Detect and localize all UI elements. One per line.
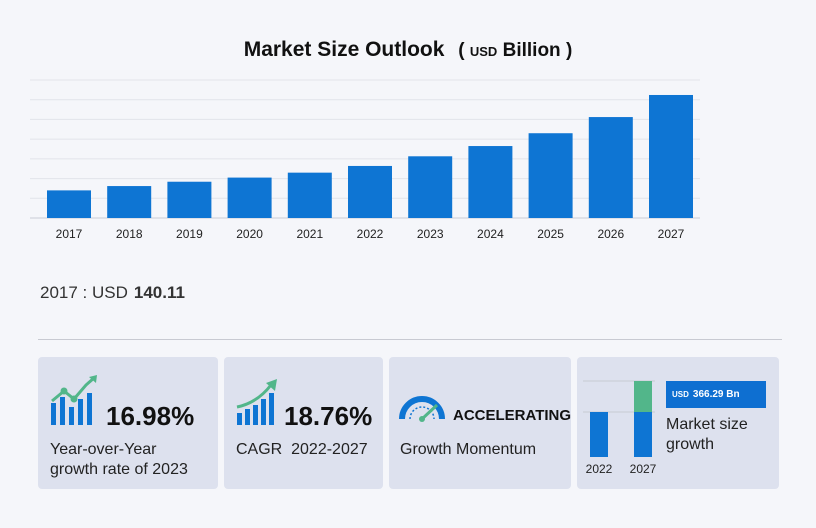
yoy-value: 16.98% [106, 401, 195, 431]
x-tick-2023: 2023 [417, 227, 444, 241]
x-tick-2024: 2024 [477, 227, 504, 241]
bar-2019 [167, 181, 212, 218]
momentum-card: ACCELERATING Growth Momentum [389, 357, 571, 489]
x-tick-2025: 2025 [537, 227, 564, 241]
bar-2018 [107, 186, 152, 218]
bar-growth-icon [51, 375, 97, 425]
chart-title-main: Market Size Outlook [243, 38, 445, 61]
bar-2025 [528, 133, 573, 218]
bar-2027 [649, 94, 693, 218]
market-size-tag: USD 366.29 Bn [666, 381, 766, 408]
cagr-label: CAGR 2022-2027 [236, 441, 368, 458]
bar-2024 [468, 146, 513, 218]
x-tick-2027: 2027 [658, 227, 685, 241]
year-start-label: 2022 [586, 462, 613, 476]
momentum-value: ACCELERATING [453, 407, 572, 424]
year-end-label: 2027 [630, 462, 657, 476]
yoy-card: 16.98% Year-over-Year growth rate of 202… [38, 357, 218, 489]
market-size-label: Market size growth [666, 416, 748, 453]
bar-2023 [408, 156, 453, 218]
base-year-label: 2017 : USD [40, 283, 128, 302]
bar-2021 [287, 172, 332, 218]
yoy-label: Year-over-Year growth rate of 2023 [50, 441, 188, 478]
bar-2020 [227, 177, 272, 218]
bar-2017 [47, 190, 91, 218]
market-size-card: 2022 2027 Market size growth [577, 357, 779, 489]
x-tick-2020: 2020 [236, 227, 263, 241]
bar-2026 [588, 117, 633, 218]
x-tick-2018: 2018 [116, 227, 143, 241]
bar-2027-base [634, 412, 652, 457]
speedometer-icon [399, 396, 445, 422]
x-tick-2021: 2021 [296, 227, 323, 241]
x-tick-2022: 2022 [357, 227, 384, 241]
momentum-label: Growth Momentum [400, 441, 537, 458]
divider [38, 339, 782, 340]
base-year-number: 140.11 [133, 283, 185, 302]
chart-title: Market Size Outlook ( USD Billion ) [0, 38, 816, 62]
x-tick-2026: 2026 [597, 227, 624, 241]
cagr-card: 18.76% CAGR 2022-2027 [224, 357, 383, 489]
chart-title-unit: ( USD Billion ) [458, 40, 573, 61]
bar-2022 [348, 165, 392, 218]
market-size-mini-chart: 2022 2027 [583, 380, 657, 476]
x-tick-2017: 2017 [56, 227, 83, 241]
bar-2027-growth [634, 381, 652, 412]
unit-billion: Billion [502, 40, 561, 61]
cagr-value: 18.76% [284, 401, 373, 431]
x-tick-2019: 2019 [176, 227, 203, 241]
bar-chart: 2017 2018 2019 2020 2021 2022 2023 2024 2025 2026… [30, 79, 700, 241]
base-year-value: 2017 : USD 140.11 [40, 283, 185, 303]
bar-2022 [590, 412, 608, 457]
unit-usd: USD [469, 44, 498, 59]
rising-bars-arrow-icon [236, 379, 277, 425]
